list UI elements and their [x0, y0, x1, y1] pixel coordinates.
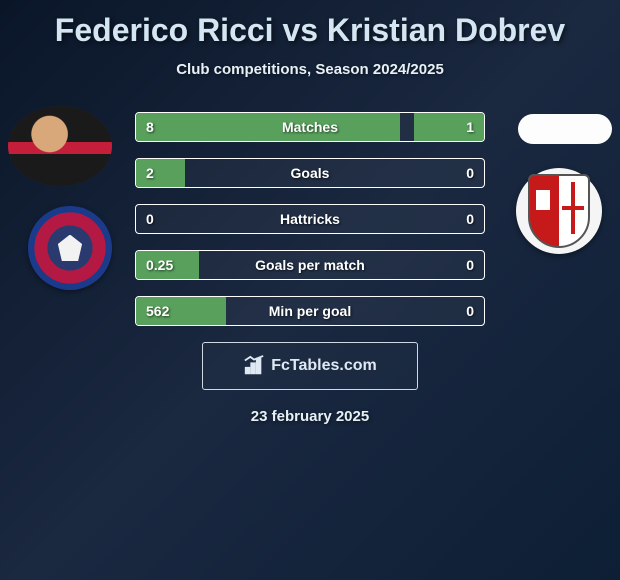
- page-subtitle: Club competitions, Season 2024/2025: [0, 53, 620, 94]
- comparison-area: 81Matches 20Goals 00Hattricks 0.250Goals pe…: [0, 94, 620, 443]
- stat-row: 81Matches: [135, 112, 485, 142]
- club-badge-right: [516, 168, 602, 254]
- chart-icon: [243, 355, 265, 377]
- stat-label: Goals per match: [136, 257, 484, 273]
- stat-label: Goals: [136, 165, 484, 181]
- watermark[interactable]: FcTables.com: [202, 342, 418, 390]
- player-photo-right: [518, 114, 612, 144]
- club-badge-left: [28, 206, 112, 290]
- stat-label: Min per goal: [136, 303, 484, 319]
- stat-row: 20Goals: [135, 158, 485, 188]
- comparison-date: 23 february 2025: [0, 390, 620, 443]
- page-title: Federico Ricci vs Kristian Dobrev: [0, 0, 620, 53]
- stat-row: 00Hattricks: [135, 204, 485, 234]
- watermark-text: FcTables.com: [271, 357, 377, 375]
- stat-label: Matches: [136, 119, 484, 135]
- stat-row: 0.250Goals per match: [135, 250, 485, 280]
- stat-label: Hattricks: [136, 211, 484, 227]
- stats-table: 81Matches 20Goals 00Hattricks 0.250Goals pe…: [135, 94, 485, 326]
- stat-row: 5620Min per goal: [135, 296, 485, 326]
- player-photo-left: [8, 106, 112, 186]
